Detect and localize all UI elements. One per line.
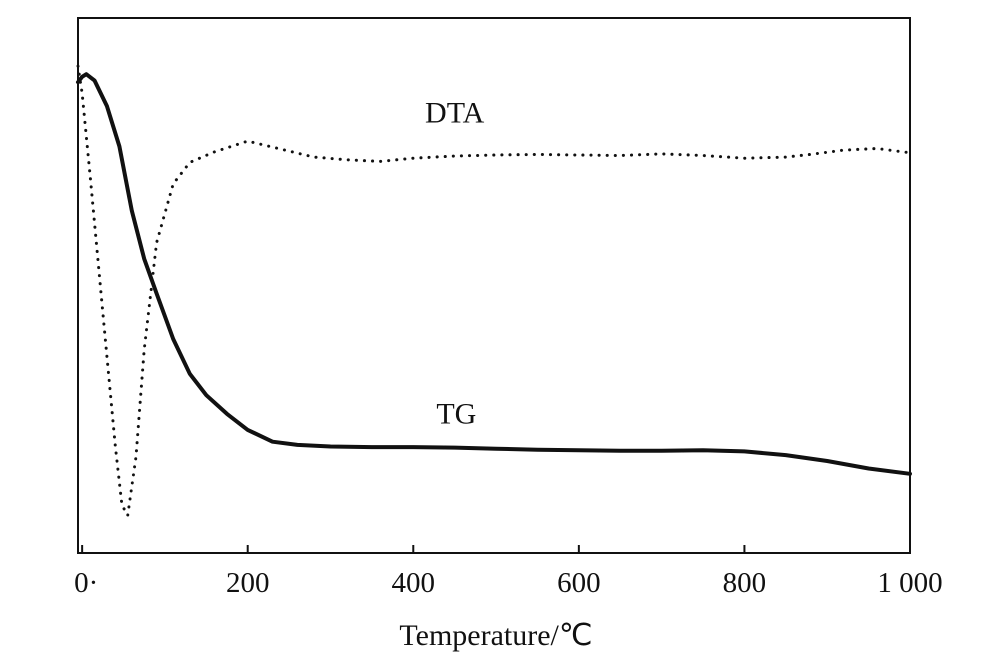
plot-frame bbox=[77, 17, 911, 554]
x-tick-label-0: 0· bbox=[74, 567, 98, 599]
series-tg-line bbox=[76, 72, 912, 476]
x-tick-label-400: 400 bbox=[392, 567, 436, 599]
series-dta-line bbox=[76, 64, 912, 517]
series-label-tg: TG bbox=[436, 398, 476, 431]
series-labels: DTA TG bbox=[425, 96, 485, 430]
x-axis-ticks bbox=[81, 545, 911, 553]
x-axis-tick-labels: 0· 200 400 600 800 1 000 bbox=[74, 567, 942, 599]
x-tick-label-1000: 1 000 bbox=[877, 567, 942, 599]
x-tick-label-200: 200 bbox=[226, 567, 270, 599]
series-label-dta: DTA bbox=[425, 96, 485, 129]
series-layer bbox=[76, 64, 912, 517]
x-tick-label-800: 800 bbox=[723, 567, 767, 599]
x-tick-label-600: 600 bbox=[557, 567, 601, 599]
x-axis-title: Temperature/℃ bbox=[399, 619, 592, 652]
